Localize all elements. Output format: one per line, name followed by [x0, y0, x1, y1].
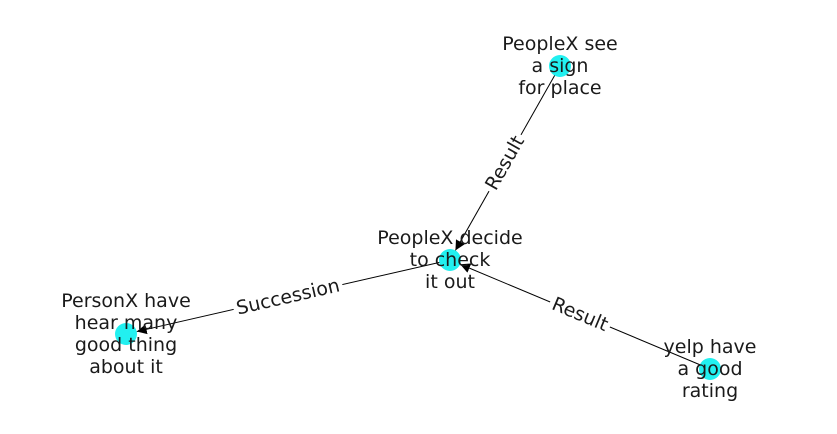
- node-label-line: PersonX have: [61, 290, 191, 312]
- edges-layer: [136, 65, 711, 370]
- node-label-line: PeopleX decide: [377, 227, 522, 249]
- node-label-yelp: yelp have a good rating: [664, 336, 757, 402]
- node-label-decide: PeopleX decide to check it out: [377, 227, 522, 293]
- node-label-line: yelp have: [664, 336, 757, 358]
- node-label-hear: PersonX have hear many good thing about it: [61, 290, 191, 378]
- node-hear: [115, 323, 137, 345]
- node-label-line: it out: [425, 271, 475, 293]
- edge-label: Result: [549, 293, 612, 336]
- edge-label: Result: [481, 132, 529, 194]
- node-decide: [439, 249, 461, 271]
- node-label-sign: PeopleX see a sign for place: [502, 33, 617, 99]
- node-label-line: a sign: [532, 55, 589, 77]
- node-label-line: PeopleX see: [502, 33, 617, 55]
- edge-label: Succession: [234, 275, 342, 320]
- node-label-line: for place: [518, 77, 601, 99]
- edge-label-group: Result: [478, 128, 532, 198]
- node-sign: [549, 55, 571, 77]
- node-label-line: a good: [677, 358, 742, 380]
- node-label-line: about it: [89, 356, 163, 378]
- labels-layer: Result Succession Result PeopleX see a sign f…: [61, 33, 756, 402]
- edge-label-group: Result: [545, 290, 615, 339]
- edge-label-background: [478, 128, 532, 198]
- node-label-line: rating: [682, 380, 738, 402]
- node-yelp: [699, 358, 721, 380]
- node-label-line: hear many: [75, 312, 178, 334]
- edge-label-background: [545, 290, 615, 339]
- nodes-layer: [115, 55, 721, 380]
- node-label-line: to check: [410, 249, 491, 271]
- edge-label-group: Succession: [231, 272, 345, 322]
- edge-label-background: [231, 272, 345, 322]
- node-label-line: good thing: [75, 334, 177, 356]
